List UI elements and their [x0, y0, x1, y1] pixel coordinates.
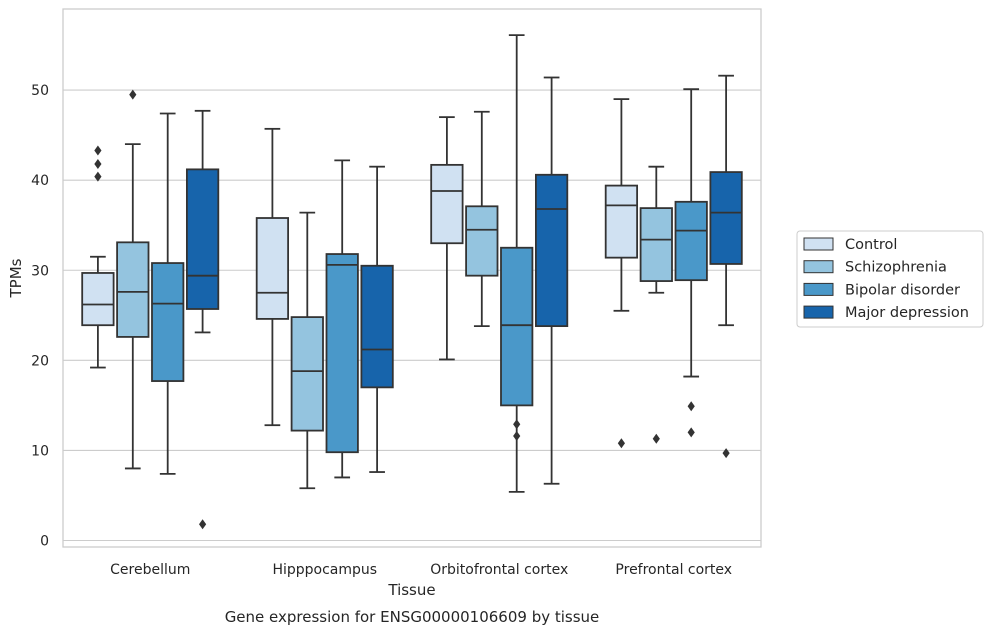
- outlier-point: [199, 519, 207, 530]
- box-major-depression: [360, 165, 394, 473]
- box-major-depression: [709, 74, 743, 459]
- y-axis-label: TPMs: [7, 258, 25, 298]
- iqr-box: [116, 241, 150, 338]
- outlier-point: [652, 433, 660, 444]
- outlier-point: [94, 171, 102, 182]
- outlier-point: [94, 145, 102, 156]
- y-axis-ticks: 0 10 20 30 40 50: [31, 83, 49, 549]
- box-series: [81, 34, 743, 530]
- x-tick-label: Cerebellum: [110, 562, 190, 578]
- iqr-box: [534, 173, 569, 328]
- x-axis-label: Tissue: [387, 581, 435, 599]
- plot-area: [62, 8, 762, 548]
- legend-swatch: [803, 237, 834, 251]
- box-schizophrenia: [639, 165, 673, 444]
- box-major-depression: [185, 109, 220, 530]
- iqr-box: [255, 217, 290, 320]
- iqr-box: [81, 272, 115, 327]
- y-tick-label: 0: [40, 534, 49, 550]
- box-bipolar-disorder: [151, 112, 185, 475]
- legend: Control Schizophrenia Bipolar disorder Majo…: [796, 230, 984, 328]
- legend-swatch: [803, 260, 834, 274]
- box-schizophrenia: [116, 89, 150, 470]
- y-tick-label: 10: [31, 443, 49, 459]
- legend-frame: [796, 230, 984, 328]
- outlier-point: [617, 438, 625, 449]
- outlier-point: [513, 419, 521, 430]
- outlier-point: [687, 401, 695, 412]
- plot-frame: [62, 8, 762, 548]
- box-major-depression: [534, 76, 569, 485]
- iqr-box: [360, 264, 394, 389]
- outlier-point: [129, 89, 137, 100]
- outlier-point: [94, 158, 102, 169]
- outlier-point: [513, 431, 521, 442]
- iqr-box: [465, 205, 499, 277]
- x-tick-label: Orbitofrontal cortex: [430, 562, 568, 578]
- box-schizophrenia: [290, 211, 324, 490]
- legend-label: Bipolar disorder: [845, 282, 960, 298]
- legend-label: Control: [845, 237, 897, 253]
- iqr-box: [185, 168, 220, 310]
- iqr-box: [604, 184, 639, 259]
- chart-caption: Gene expression for ENSG00000106609 by t…: [225, 608, 600, 626]
- box-control: [81, 145, 115, 369]
- y-tick-label: 30: [31, 263, 49, 279]
- iqr-box: [290, 316, 324, 432]
- y-tick-label: 50: [31, 83, 49, 99]
- iqr-box: [325, 253, 359, 454]
- box-control: [430, 116, 464, 361]
- y-tick-label: 20: [31, 353, 49, 369]
- legend-label: Schizophrenia: [845, 260, 947, 276]
- legend-swatch: [803, 282, 834, 296]
- x-axis-ticks: Cerebellum Hipppocampus Orbitofrontal cort…: [110, 562, 732, 578]
- box-bipolar-disorder: [325, 159, 359, 479]
- box-schizophrenia: [465, 110, 499, 328]
- iqr-box: [674, 200, 708, 282]
- iqr-box: [639, 207, 673, 282]
- outlier-point: [687, 427, 695, 438]
- iqr-box: [500, 246, 534, 407]
- box-control: [604, 98, 639, 449]
- box-control: [255, 127, 290, 427]
- box-bipolar-disorder: [500, 34, 534, 493]
- outlier-point: [722, 448, 730, 459]
- legend-label: Major depression: [845, 305, 969, 321]
- box-bipolar-disorder: [674, 88, 708, 438]
- legend-swatch: [803, 305, 834, 319]
- iqr-box: [430, 163, 464, 245]
- y-tick-label: 40: [31, 173, 49, 189]
- iqr-box: [151, 262, 185, 382]
- x-tick-label: Prefrontal cortex: [615, 562, 732, 578]
- iqr-box: [709, 171, 743, 265]
- x-tick-label: Hipppocampus: [272, 562, 377, 578]
